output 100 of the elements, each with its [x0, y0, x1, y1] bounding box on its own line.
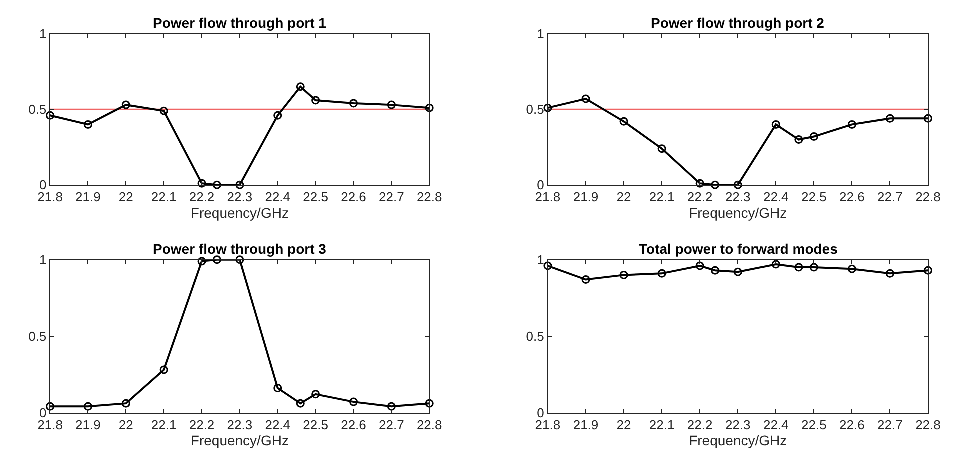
point — [810, 132, 818, 142]
x-tick-label: 22.4 — [265, 417, 291, 432]
x-tick-label: 22.5 — [801, 417, 827, 432]
x-tick-label: 22.5 — [303, 190, 328, 205]
point — [46, 402, 55, 411]
x-tick-label: 22.5 — [801, 190, 827, 205]
x-tick-label: 22.7 — [878, 190, 903, 205]
x-tick-label: 22.7 — [878, 417, 903, 432]
x-tick-label: 22.1 — [649, 417, 675, 432]
point — [711, 180, 720, 190]
point — [122, 100, 130, 110]
point — [296, 399, 305, 408]
point — [544, 104, 552, 112]
point — [848, 120, 856, 129]
x-tick-label: 22.6 — [840, 417, 865, 432]
point — [425, 104, 434, 112]
point — [810, 263, 818, 272]
point — [620, 270, 628, 280]
x-tick-label: 22.2 — [687, 190, 713, 205]
point — [349, 398, 358, 406]
point — [620, 117, 628, 126]
point — [658, 144, 666, 154]
x-tick-label: 22.7 — [379, 417, 404, 432]
x-tick-label: 22.6 — [840, 190, 865, 205]
point — [794, 136, 804, 144]
point — [387, 100, 396, 110]
point — [274, 384, 282, 393]
point — [924, 114, 932, 123]
x-tick-label: 22.6 — [341, 190, 366, 205]
point — [794, 263, 804, 272]
point — [312, 390, 320, 399]
point — [160, 366, 168, 374]
point — [696, 179, 704, 188]
point — [236, 180, 244, 190]
x-tick-label: 22.4 — [763, 190, 789, 205]
point — [658, 269, 666, 278]
x-tick-label: 22 — [118, 190, 134, 205]
x-tick-label: 22.3 — [227, 417, 253, 432]
chart-title: Power flow through port 2 — [651, 15, 825, 31]
x-tick-label: 22 — [616, 190, 632, 205]
point — [734, 180, 742, 190]
x-tick-label: 21.9 — [76, 190, 101, 205]
x-tick-label: 22.6 — [341, 417, 366, 432]
point — [198, 179, 206, 188]
y-tick-label: 0.5 — [28, 102, 47, 118]
x-tick-label: 22.7 — [379, 190, 404, 205]
x-tick-label: 22.5 — [303, 417, 328, 432]
point — [212, 256, 222, 264]
x-tick-label: 22.1 — [151, 190, 177, 205]
point — [886, 114, 894, 123]
y-tick-label: 1 — [39, 252, 47, 268]
point — [924, 266, 932, 275]
point — [544, 262, 552, 270]
y-tick-label: 1 — [39, 26, 47, 42]
x-tick-label: 22 — [118, 417, 134, 432]
x-tick-label: 22.2 — [687, 417, 713, 432]
y-tick-label: 0.5 — [526, 102, 544, 118]
point — [312, 96, 320, 105]
x-tick-label: 22.8 — [416, 417, 442, 432]
point — [46, 111, 55, 120]
point — [711, 266, 720, 275]
x-tick-label: 21.9 — [573, 417, 599, 432]
x-axis-title: Frequency/GHz — [689, 204, 788, 221]
x-axis-title: Frequency/GHz — [190, 204, 289, 221]
point — [772, 120, 780, 129]
y-tick-label: 0.5 — [526, 328, 544, 344]
x-tick-label: 22.1 — [151, 417, 177, 432]
point — [582, 94, 590, 104]
chart-title: Power flow through port 3 — [153, 241, 327, 257]
point — [349, 99, 358, 108]
x-tick-label: 22.8 — [916, 417, 941, 432]
point — [886, 269, 894, 278]
x-tick-label: 22.4 — [763, 417, 789, 432]
x-tick-label: 21.9 — [76, 417, 101, 432]
y-tick-label: 0.5 — [28, 328, 47, 344]
y-tick-label: 1 — [537, 252, 544, 268]
x-tick-label: 22.8 — [416, 190, 442, 205]
x-axis-title: Frequency/GHz — [190, 432, 289, 449]
x-tick-label: 22.4 — [265, 190, 291, 205]
point — [696, 262, 704, 270]
x-tick-label: 22.2 — [189, 417, 215, 432]
x-tick-label: 21.9 — [573, 190, 599, 205]
point — [772, 260, 780, 269]
x-tick-label: 22.3 — [725, 190, 751, 205]
point — [198, 257, 206, 266]
x-tick-label: 22.8 — [916, 190, 941, 205]
point — [160, 106, 168, 116]
point — [296, 82, 305, 92]
point — [84, 402, 92, 411]
point — [734, 268, 742, 276]
chart-title: Total power to forward modes — [639, 241, 838, 257]
point — [387, 402, 396, 411]
point — [582, 276, 590, 284]
x-tick-label: 22 — [616, 417, 632, 432]
x-tick-label: 22.2 — [189, 190, 215, 205]
point — [212, 180, 222, 190]
x-tick-label: 22.3 — [725, 417, 751, 432]
point — [122, 399, 130, 408]
y-tick-label: 1 — [537, 26, 544, 42]
point — [848, 264, 856, 274]
